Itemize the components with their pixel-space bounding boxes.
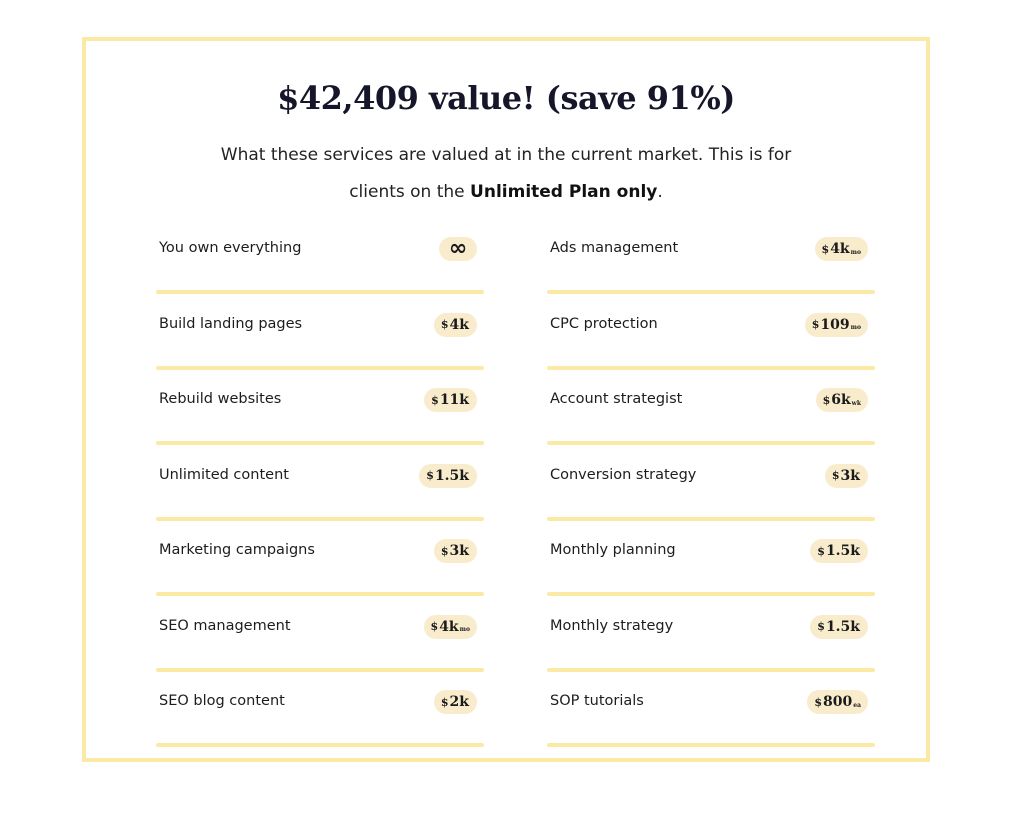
value-amount: 4k xyxy=(449,316,469,333)
value-badge: $109 mo xyxy=(804,312,868,337)
list-item: CPC protection $109 mo xyxy=(547,304,875,380)
value-badge: $1.5k xyxy=(419,463,477,488)
service-label: Monthly strategy xyxy=(550,617,674,634)
subtitle: What these services are valued at in the… xyxy=(86,137,926,211)
list-item: SEO management $4k mo xyxy=(156,606,484,682)
row-divider xyxy=(156,667,484,672)
row-divider xyxy=(156,365,484,370)
service-label: Rebuild websites xyxy=(159,391,282,407)
value-badge: $4k mo xyxy=(814,237,868,261)
currency-symbol: $ xyxy=(430,620,439,633)
row-divider xyxy=(547,667,875,672)
currency-symbol: $ xyxy=(817,544,825,558)
row-divider xyxy=(547,516,875,521)
list-item: Unlimited content $1.5k xyxy=(156,455,484,531)
value-amount: 109 xyxy=(820,316,850,333)
value-badge: $4k mo xyxy=(423,614,477,639)
list-item: Monthly strategy $1.5k xyxy=(547,606,875,682)
value-badge: $4k xyxy=(433,312,477,337)
value-period: ea xyxy=(853,701,861,709)
row-divider xyxy=(156,441,484,445)
row-divider xyxy=(547,743,875,747)
value-amount: 1.5k xyxy=(825,543,860,559)
service-label: Marketing campaigns xyxy=(159,542,315,558)
row-divider xyxy=(156,290,484,294)
currency-symbol: $ xyxy=(814,695,823,709)
currency-symbol: $ xyxy=(440,318,449,331)
value-period: wk xyxy=(851,399,861,407)
currency-symbol: $ xyxy=(440,544,449,558)
currency-symbol: $ xyxy=(426,469,434,482)
list-item: Build landing pages $4k xyxy=(156,304,484,380)
value-amount: 1.5k xyxy=(825,618,860,635)
value-amount: 6k xyxy=(831,392,851,408)
value-amount: 2k xyxy=(449,694,469,710)
value-badge: $3k xyxy=(824,463,868,488)
list-item: Account strategist $6k wk xyxy=(547,379,875,455)
value-amount: 3k xyxy=(449,543,469,559)
currency-symbol: $ xyxy=(440,695,449,709)
value-badge: $1.5k xyxy=(810,614,868,639)
subtitle-line-2-prefix: clients on the xyxy=(349,182,471,202)
value-card: $42,409 value! (save 91%) What these ser… xyxy=(82,37,930,762)
value-period: mo xyxy=(850,248,861,256)
value-period: mo xyxy=(850,324,861,331)
subtitle-line-2-suffix: . xyxy=(657,182,663,202)
row-divider xyxy=(547,441,875,445)
row-divider xyxy=(156,592,484,596)
service-label: Account strategist xyxy=(550,391,683,407)
page-title: $42,409 value! (save 91%) xyxy=(277,79,735,117)
row-divider xyxy=(547,290,875,294)
subtitle-line-1: What these services are valued at in the… xyxy=(220,145,792,165)
service-label: SEO management xyxy=(159,617,291,634)
list-item: You own everything ∞ xyxy=(156,228,484,304)
value-badge: $3k xyxy=(433,539,477,563)
list-item: Monthly planning $1.5k xyxy=(547,530,875,606)
value-amount: 4k xyxy=(439,618,459,635)
service-label: SEO blog content xyxy=(159,693,285,709)
value-amount: 800 xyxy=(823,694,853,710)
service-label: SOP tutorials xyxy=(550,693,644,709)
value-amount: 1.5k xyxy=(434,467,469,484)
value-amount: 3k xyxy=(840,467,860,484)
list-item: SEO blog content $2k xyxy=(156,681,484,757)
currency-symbol: $ xyxy=(811,318,820,331)
value-amount: 4k xyxy=(830,241,850,257)
value-badge: $800 ea xyxy=(807,690,868,714)
service-label: You own everything xyxy=(159,240,302,256)
row-divider xyxy=(547,592,875,596)
services-column-right: Ads management $4k mo CPC protection $109… xyxy=(547,228,875,757)
subtitle-plan-name: Unlimited Plan only xyxy=(470,182,658,202)
currency-symbol: $ xyxy=(822,393,831,407)
list-item: Rebuild websites $11k xyxy=(156,379,484,455)
service-label: Conversion strategy xyxy=(550,466,697,483)
value-badge: $1.5k xyxy=(810,539,868,563)
row-divider xyxy=(156,743,484,747)
value-badge: $6k wk xyxy=(815,388,868,412)
row-divider xyxy=(156,516,484,521)
value-badge: ∞ xyxy=(439,237,477,261)
list-item: SOP tutorials $800 ea xyxy=(547,681,875,757)
value-badge: $2k xyxy=(433,690,477,714)
service-label: Monthly planning xyxy=(550,542,676,558)
infinity-icon: ∞ xyxy=(448,236,468,261)
service-label: CPC protection xyxy=(550,315,658,332)
currency-symbol: $ xyxy=(817,620,825,633)
list-item: Conversion strategy $3k xyxy=(547,455,875,531)
currency-symbol: $ xyxy=(831,469,840,482)
service-label: Build landing pages xyxy=(159,315,303,332)
service-label: Unlimited content xyxy=(159,466,289,483)
value-amount: 11k xyxy=(439,392,469,408)
row-divider xyxy=(547,365,875,370)
list-item: Marketing campaigns $3k xyxy=(156,530,484,606)
service-label: Ads management xyxy=(550,240,679,256)
value-badge: $11k xyxy=(424,388,477,412)
value-period: mo xyxy=(459,626,470,633)
currency-symbol: $ xyxy=(821,242,830,256)
list-item: Ads management $4k mo xyxy=(547,228,875,304)
services-column-left: You own everything ∞ Build landing pages… xyxy=(156,228,484,757)
currency-symbol: $ xyxy=(431,393,439,407)
